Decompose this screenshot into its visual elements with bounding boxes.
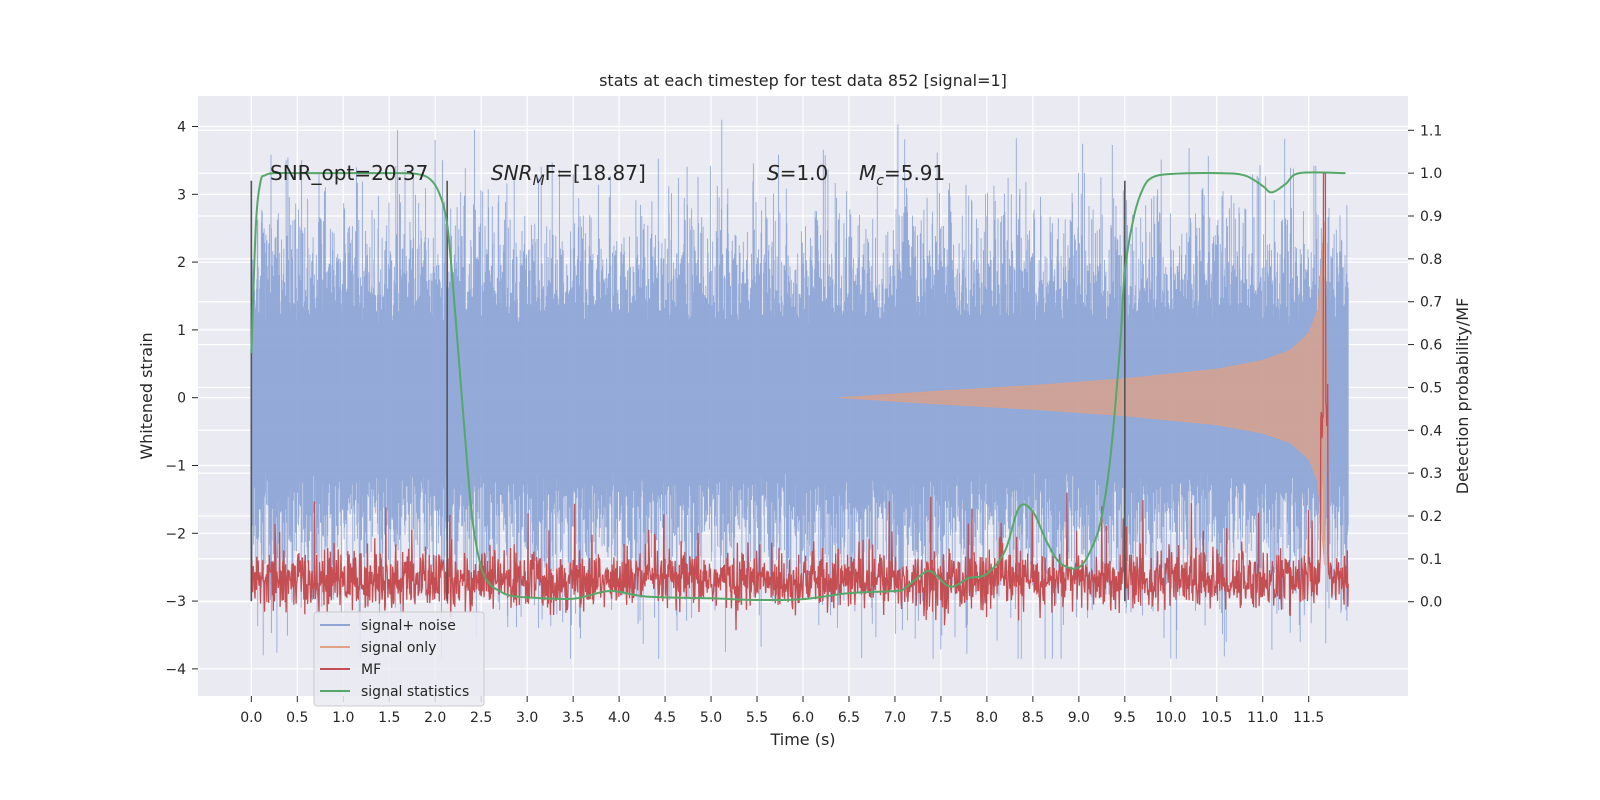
y-right-tick-label: 0.5 <box>1420 380 1442 396</box>
y-axis-right-label: Detection probability/MF <box>1453 298 1472 495</box>
x-tick-label: 2.0 <box>424 710 446 726</box>
chart-title: stats at each timestep for test data 852… <box>599 71 1007 90</box>
y-left-tick-label: −4 <box>165 662 186 678</box>
x-axis-label: Time (s) <box>769 730 835 749</box>
y-left-tick-label: −1 <box>165 458 186 474</box>
x-tick-label: 5.0 <box>700 710 722 726</box>
y-axis-left-label: Whitened strain <box>137 332 156 459</box>
x-tick-label: 5.5 <box>746 710 768 726</box>
mf-series <box>250 172 1349 631</box>
axes: −4 −3 −2 −1 0 1 2 3 4 0.0 0.1 0.2 0.3 0.4 0.5 0.6 0.7 0.8… <box>165 120 1442 726</box>
y-right-tick-label: 0.4 <box>1420 423 1442 439</box>
x-tick-label: 10.5 <box>1201 710 1232 726</box>
annotation-snr-mf-value: F=[18.87] <box>545 161 646 185</box>
annotation-snr-opt: SNR_opt=20.37 <box>270 161 428 185</box>
x-tick-label: 11.5 <box>1293 710 1324 726</box>
x-tick-label: 0.5 <box>286 710 308 726</box>
y-right-tick-label: 0.8 <box>1420 252 1442 268</box>
annotation-s: S=1.0 <box>767 161 828 185</box>
x-tick-label: 4.0 <box>608 710 630 726</box>
y-left-tick-label: 1 <box>177 323 186 339</box>
annotation-mc-value: =5.91 <box>884 161 945 185</box>
x-tick-label: 2.5 <box>470 710 492 726</box>
x-tick-label: 3.0 <box>516 710 538 726</box>
x-tick-label: 3.5 <box>562 710 584 726</box>
annotation-s-value: =1.0 <box>780 161 829 185</box>
x-tick-label: 7.0 <box>884 710 906 726</box>
annotation-mc: Mc=5.91 <box>859 161 945 189</box>
y-left-tick-label: 3 <box>177 187 186 203</box>
y-right-tick-label: 1.0 <box>1420 166 1442 182</box>
x-tick-label: 8.0 <box>976 710 998 726</box>
legend-box <box>313 611 485 707</box>
legend-label-signal-only: signal only <box>361 640 436 656</box>
y-right-tick-label: 0.7 <box>1420 295 1442 311</box>
annotation-mc-subscript: c <box>876 173 884 189</box>
y-left-tick-label: 4 <box>177 120 186 136</box>
y-right-tick-label: 0.6 <box>1420 338 1442 354</box>
x-tick-label: 0.0 <box>240 710 262 726</box>
x-tick-label: 11.0 <box>1247 710 1278 726</box>
y-right-tick-label: 1.1 <box>1420 123 1442 139</box>
plot-content <box>250 119 1349 659</box>
y-right-tick-label: 0.9 <box>1420 209 1442 225</box>
annotation-mc-symbol: M <box>859 161 876 185</box>
x-tick-label: 1.5 <box>378 710 400 726</box>
x-tick-label: 9.5 <box>1114 710 1136 726</box>
x-tick-label: 8.5 <box>1022 710 1044 726</box>
legend-label-mf: MF <box>361 662 381 678</box>
annotation-snr-mf-symbol: SNR <box>491 161 533 185</box>
y-right-tick-label: 0.1 <box>1420 552 1442 568</box>
y-right-tick-label: 0.2 <box>1420 509 1442 525</box>
signal-statistics-series <box>250 171 1346 602</box>
legend-label-signal-noise: signal+ noise <box>361 618 456 634</box>
y-left-tick-label: 0 <box>177 391 186 407</box>
y-left-tick-label: −2 <box>165 526 186 542</box>
y-left-tick-label: −3 <box>165 594 186 610</box>
x-tick-label: 9.0 <box>1068 710 1090 726</box>
legend: signal+ noise signal only MF signal stat… <box>313 611 485 707</box>
x-tick-label: 7.5 <box>930 710 952 726</box>
x-tick-label: 1.0 <box>332 710 354 726</box>
annotation-snr-mf-subscript: M <box>533 173 545 189</box>
annotation-s-symbol: S <box>767 161 780 185</box>
x-tick-label: 6.0 <box>792 710 814 726</box>
y-right-tick-label: 0.0 <box>1420 595 1442 611</box>
x-tick-label: 4.5 <box>654 710 676 726</box>
x-tick-label: 10.0 <box>1155 710 1186 726</box>
x-tick-label: 6.5 <box>838 710 860 726</box>
annotation-snr-mf: SNRMF=[18.87] <box>491 161 646 189</box>
y-right-tick-label: 0.3 <box>1420 466 1442 482</box>
y-left-tick-label: 2 <box>177 255 186 271</box>
legend-label-signal-statistics: signal statistics <box>361 684 469 700</box>
